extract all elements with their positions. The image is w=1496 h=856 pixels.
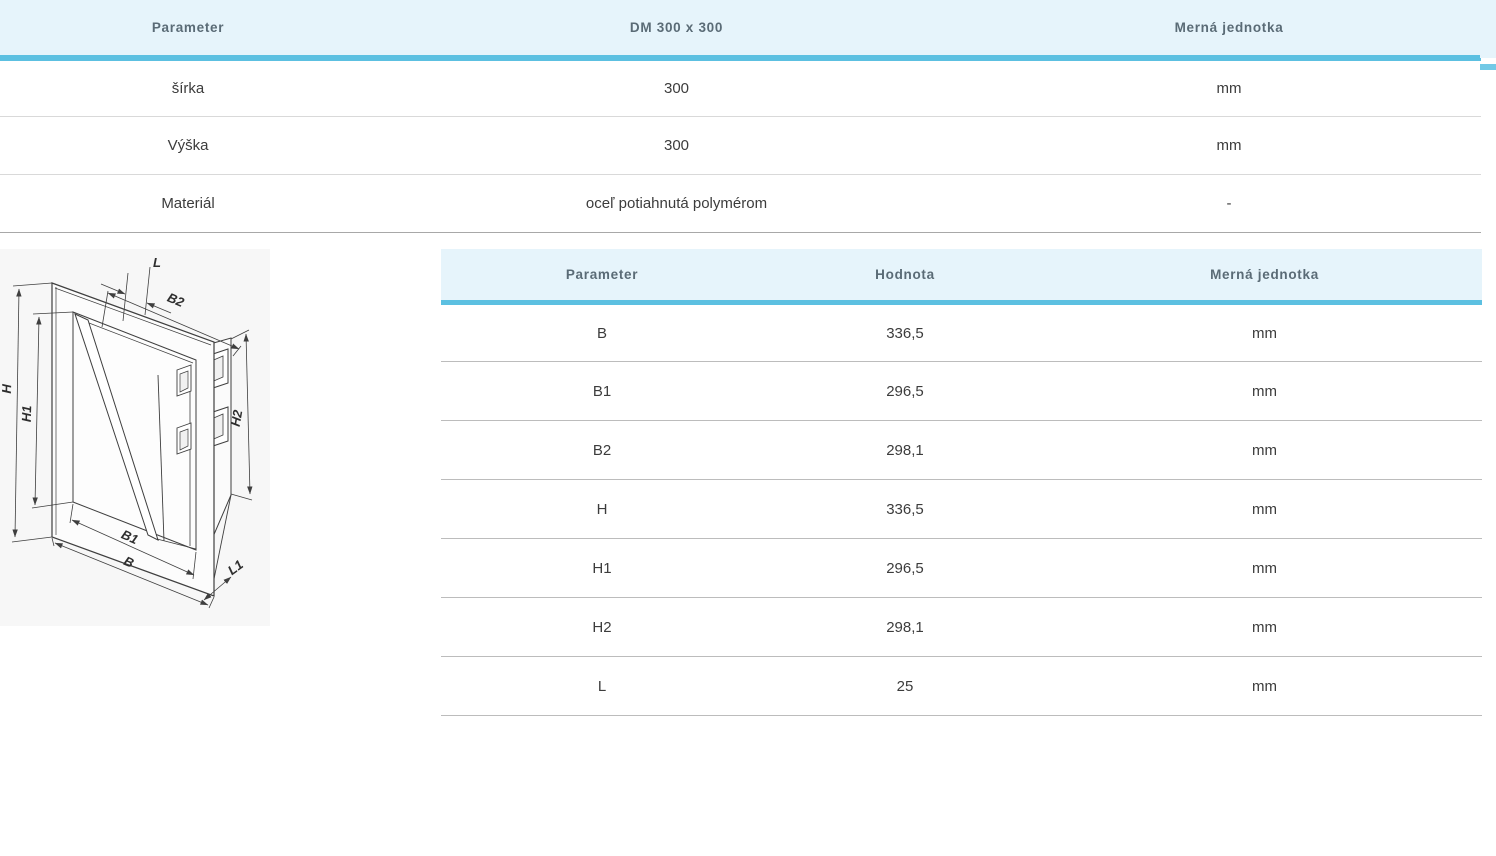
cell-param: B bbox=[441, 302, 763, 362]
cell-value: oceľ potiahnutá polymérom bbox=[376, 174, 977, 233]
cell-unit: mm bbox=[977, 116, 1481, 175]
cell-unit: mm bbox=[1047, 538, 1482, 598]
cell-value: 300 bbox=[376, 58, 977, 117]
cell-unit: mm bbox=[1047, 479, 1482, 539]
table-row: Výška 300 mm bbox=[0, 116, 1481, 175]
dim-label-h1: H1 bbox=[19, 405, 35, 422]
dim-label-b1: B1 bbox=[119, 526, 140, 546]
access-door-diagram: H H1 L B2 H bbox=[0, 248, 270, 626]
cell-unit: mm bbox=[1047, 361, 1482, 421]
dim-header-value: Hodnota bbox=[763, 248, 1047, 305]
cell-param: H2 bbox=[441, 597, 763, 657]
table-row: L 25 mm bbox=[441, 656, 1482, 716]
cell-unit: mm bbox=[1047, 597, 1482, 657]
dim-label-l: L bbox=[153, 255, 161, 270]
cell-unit: mm bbox=[1047, 656, 1482, 716]
dimension-drawing: H H1 L B2 H bbox=[0, 255, 253, 608]
cell-param: H1 bbox=[441, 538, 763, 598]
cell-value: 336,5 bbox=[763, 479, 1047, 539]
cell-unit: mm bbox=[1047, 420, 1482, 480]
spec-table: Parameter DM 300 x 300 Merná jednotka ší… bbox=[0, 0, 1481, 233]
table-row: H 336,5 mm bbox=[441, 479, 1482, 539]
cell-param: B1 bbox=[441, 361, 763, 421]
table-row: H1 296,5 mm bbox=[441, 538, 1482, 598]
cell-value: 25 bbox=[763, 656, 1047, 716]
cell-value: 296,5 bbox=[763, 361, 1047, 421]
header-scroll-gutter bbox=[1480, 0, 1496, 58]
table-row: B1 296,5 mm bbox=[441, 361, 1482, 421]
table-row: B2 298,1 mm bbox=[441, 420, 1482, 480]
latch-keeper bbox=[176, 421, 192, 455]
cell-unit: - bbox=[977, 174, 1481, 233]
cell-param: Výška bbox=[0, 116, 376, 175]
spec-header-unit: Merná jednotka bbox=[977, 0, 1481, 61]
table-row: Materiál oceľ potiahnutá polymérom - bbox=[0, 174, 1481, 233]
spec-header-model: DM 300 x 300 bbox=[376, 0, 977, 61]
spec-table-header-row: Parameter DM 300 x 300 Merná jednotka bbox=[0, 0, 1481, 61]
cell-value: 296,5 bbox=[763, 538, 1047, 598]
latch-keeper bbox=[176, 363, 192, 397]
dim-header-unit: Merná jednotka bbox=[1047, 248, 1482, 305]
dim-label-h2: H2 bbox=[228, 407, 246, 427]
cell-param: L bbox=[441, 656, 763, 716]
cell-param: H bbox=[441, 479, 763, 539]
dimensions-table-header-row: Parameter Hodnota Merná jednotka bbox=[441, 248, 1482, 305]
dim-label-h: H bbox=[0, 383, 14, 394]
table-row: H2 298,1 mm bbox=[441, 597, 1482, 657]
dim-label-b2: B2 bbox=[165, 289, 187, 310]
cell-value: 298,1 bbox=[763, 597, 1047, 657]
table-row: šírka 300 mm bbox=[0, 58, 1481, 117]
cell-param: B2 bbox=[441, 420, 763, 480]
scrollbar-thumb[interactable] bbox=[1480, 64, 1496, 70]
cell-unit: mm bbox=[1047, 302, 1482, 362]
dimensions-section: H H1 L B2 H bbox=[0, 248, 1496, 716]
cell-value: 336,5 bbox=[763, 302, 1047, 362]
table-row: B 336,5 mm bbox=[441, 302, 1482, 362]
cell-value: 300 bbox=[376, 116, 977, 175]
dim-label-l1: L1 bbox=[225, 556, 246, 577]
cell-param: šírka bbox=[0, 58, 376, 117]
cell-unit: mm bbox=[977, 58, 1481, 117]
cell-value: 298,1 bbox=[763, 420, 1047, 480]
dimensions-table: Parameter Hodnota Merná jednotka B 336,5… bbox=[441, 248, 1482, 716]
cell-param: Materiál bbox=[0, 174, 376, 233]
spec-header-parameter: Parameter bbox=[0, 0, 376, 61]
dim-header-parameter: Parameter bbox=[441, 248, 763, 305]
